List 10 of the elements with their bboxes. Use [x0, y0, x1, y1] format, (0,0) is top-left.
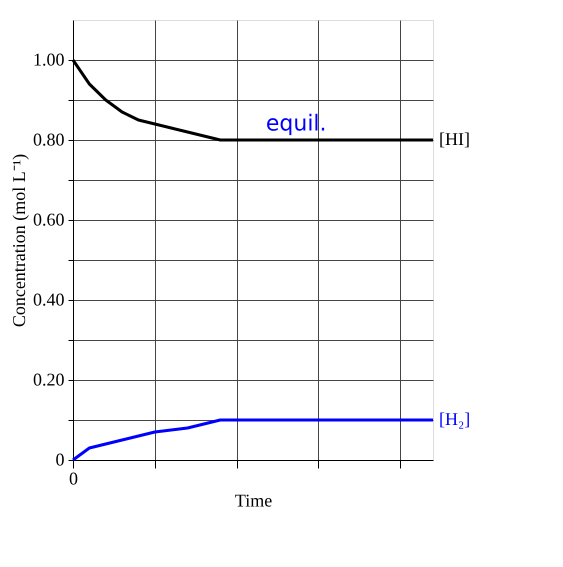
y-tick-label: 0.40	[33, 290, 64, 310]
series-label: [HI]	[439, 129, 470, 149]
y-tick-label: 0	[56, 450, 64, 470]
y-tick-label: 1.00	[33, 50, 64, 70]
y-tick-label: 0.80	[33, 130, 64, 150]
y-tick-label: 0.60	[33, 210, 64, 230]
x-axis-title: Time	[234, 490, 272, 510]
y-axis-title: Concentration (mol L⁻¹)	[9, 154, 29, 328]
series-label: [H₂]	[439, 409, 470, 429]
y-tick-label: 0.20	[33, 370, 64, 390]
